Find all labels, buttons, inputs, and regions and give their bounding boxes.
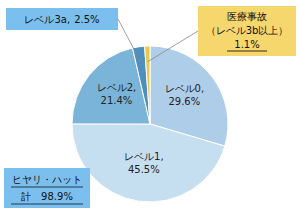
underline	[11, 204, 83, 205]
callout-label: レベル3a, 2.5%	[24, 14, 99, 25]
leader-line	[148, 31, 198, 62]
slice-label: レベル2, 21.4%	[97, 82, 137, 106]
slice-value: 21.4%	[101, 95, 133, 106]
annotation: 計 98.9%	[21, 191, 73, 202]
chart-container: レベル0, 29.6% レベル1, 45.5% レベル2, 21.4% レベル3a, 2.5%…	[0, 0, 300, 214]
callout-box	[6, 8, 118, 30]
slice-category: レベル0,	[165, 83, 205, 94]
pie-slice	[72, 124, 225, 202]
underline	[227, 51, 267, 52]
annotation: ヒヤリ・ハット	[12, 174, 82, 185]
callout-category: 医療事故	[227, 11, 267, 22]
annotation: （レベル3b以上）	[206, 25, 289, 36]
slice-category: レベル2,	[97, 82, 137, 93]
slice-category: レベル1,	[124, 151, 164, 162]
slice-label: レベル1, 45.5%	[124, 151, 164, 175]
annotation-box	[4, 168, 90, 208]
callout-category: レベル3a,	[24, 14, 70, 25]
callout-value: 1.1%	[234, 39, 259, 50]
callout-value: 2.5%	[74, 14, 99, 25]
pie-slice	[145, 46, 150, 124]
chart: レベル0, 29.6% レベル1, 45.5% レベル2, 21.4% レベル3a, 2.5%…	[0, 0, 300, 214]
underline	[11, 187, 83, 188]
pie	[72, 46, 228, 202]
labels: レベル0, 29.6% レベル1, 45.5% レベル2, 21.4% レベル3a, 2.5%…	[4, 6, 296, 208]
slice-value: 45.5%	[128, 164, 160, 175]
slice-value: 29.6%	[168, 96, 200, 107]
leader-line	[118, 19, 141, 62]
callout-box	[198, 6, 296, 56]
slice-label: レベル0, 29.6%	[165, 83, 205, 107]
